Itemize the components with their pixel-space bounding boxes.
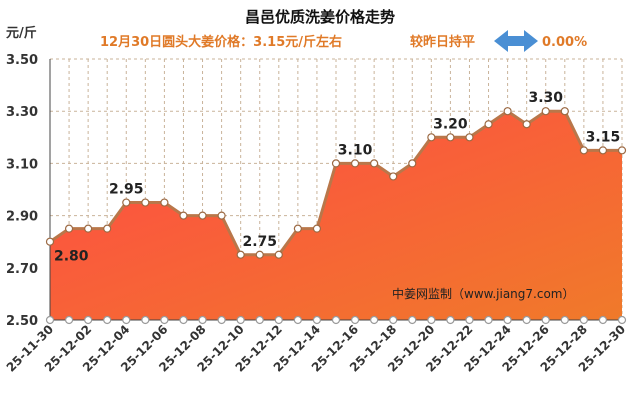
y-axis-label: 元/斤 (6, 25, 37, 41)
data-point (484, 120, 493, 129)
change-percent: 0.00% (542, 35, 587, 50)
data-point (598, 146, 608, 155)
data-point (84, 224, 93, 233)
x-tick-labels: 25-11-3025-12-0225-12-0425-12-0625-12-08… (4, 322, 628, 374)
axis-marker (122, 315, 131, 325)
data-point (141, 198, 150, 207)
data-label: 2.75 (242, 234, 277, 250)
data-point (103, 224, 112, 233)
data-point (160, 198, 169, 207)
data-point (446, 133, 455, 142)
data-point (408, 159, 417, 168)
data-point (465, 133, 474, 142)
axis-marker (198, 315, 207, 325)
axis-marker (236, 315, 245, 325)
data-labels: 2.80 2.95 2.75 3.10 3.20 3.30 3.15 (54, 90, 620, 265)
change-label: 较昨日持平 (410, 34, 475, 50)
axis-marker (45, 315, 55, 325)
axis-marker (427, 315, 436, 325)
source-note: 中姜网监制（www.jiang7.com） (392, 286, 574, 301)
y-tick-labels: 2.50 2.70 2.90 3.10 3.30 3.50 (6, 53, 38, 329)
data-point (579, 146, 588, 155)
axis-marker (389, 315, 398, 325)
data-point (198, 211, 207, 220)
data-label: 3.20 (433, 116, 468, 132)
data-point (255, 250, 264, 259)
axis-marker (560, 315, 569, 325)
data-label: 2.95 (109, 182, 144, 198)
y-tick-label: 2.70 (6, 262, 38, 277)
axis-marker (484, 315, 493, 325)
data-point (274, 250, 283, 259)
area-fill (50, 111, 622, 320)
y-tick-label: 2.90 (6, 210, 38, 225)
axis-marker (503, 315, 512, 325)
axis-marker (598, 315, 608, 325)
axis-marker (103, 315, 112, 325)
data-point (312, 224, 322, 233)
data-label: 3.30 (528, 90, 563, 106)
data-label: 3.15 (586, 129, 621, 145)
axis-marker (617, 315, 627, 325)
data-label: 2.80 (54, 249, 89, 265)
data-point (293, 224, 302, 233)
chart-subtitle: 12月30日圆头大姜价格：3.15元/斤左右 (100, 34, 342, 50)
data-point (236, 250, 245, 259)
axis-marker (312, 315, 322, 325)
data-point (45, 237, 55, 246)
y-tick-label: 3.50 (6, 53, 38, 68)
data-point (350, 159, 360, 168)
chart-title: 昌邑优质洗姜价格走势 (245, 8, 395, 26)
axis-marker (408, 315, 417, 325)
data-point (370, 159, 379, 168)
data-point (503, 107, 512, 116)
data-point (541, 107, 550, 116)
y-tick-label: 2.50 (6, 314, 38, 329)
data-point (522, 120, 531, 129)
axis-marker (465, 315, 474, 325)
axis-marker (64, 315, 74, 325)
data-point (617, 146, 627, 155)
y-tick-label: 3.30 (6, 105, 38, 120)
data-point (217, 211, 226, 220)
axis-marker (541, 315, 550, 325)
data-point (179, 211, 188, 220)
data-point (122, 198, 131, 207)
data-point (427, 133, 436, 142)
axis-marker (160, 315, 169, 325)
data-point (64, 224, 74, 233)
axis-marker (84, 315, 93, 325)
axis-marker (293, 315, 302, 325)
data-label: 3.10 (338, 142, 373, 158)
data-point (389, 172, 398, 181)
axis-marker (331, 315, 341, 325)
data-markers (45, 107, 627, 325)
data-point (560, 107, 569, 116)
axis-marker (446, 315, 455, 325)
axis-marker (141, 315, 150, 325)
axis-marker (217, 315, 226, 325)
axis-marker (274, 315, 283, 325)
data-point (331, 159, 341, 168)
axis-marker (255, 315, 264, 325)
y-tick-label: 3.10 (6, 157, 38, 172)
axis-marker (579, 315, 588, 325)
axis-marker (179, 315, 188, 325)
axis-marker (350, 315, 360, 325)
axis-marker (370, 315, 379, 325)
flat-arrow-icon (494, 30, 538, 52)
axis-marker (522, 315, 531, 325)
